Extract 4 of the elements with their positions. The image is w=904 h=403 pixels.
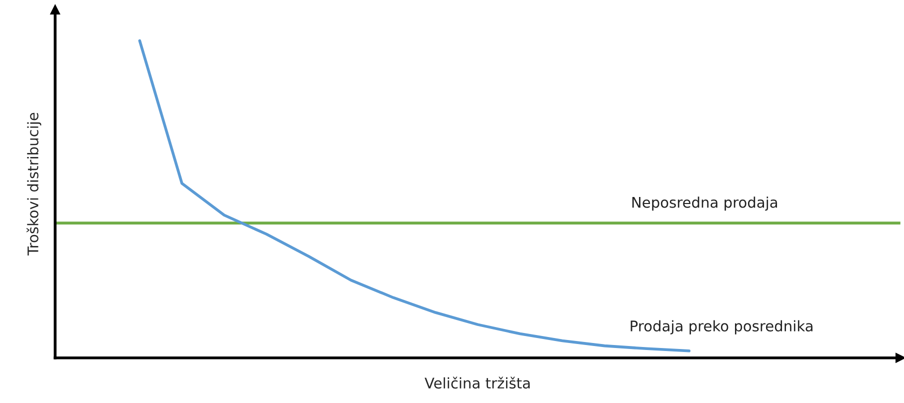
y-axis-title: Troškovi distribucije bbox=[26, 112, 42, 256]
x-axis-title: Veličina tržišta bbox=[424, 376, 530, 389]
series-label: Prodaja preko posrednika bbox=[630, 320, 812, 334]
series-label: Neposredna prodaja bbox=[632, 196, 778, 211]
